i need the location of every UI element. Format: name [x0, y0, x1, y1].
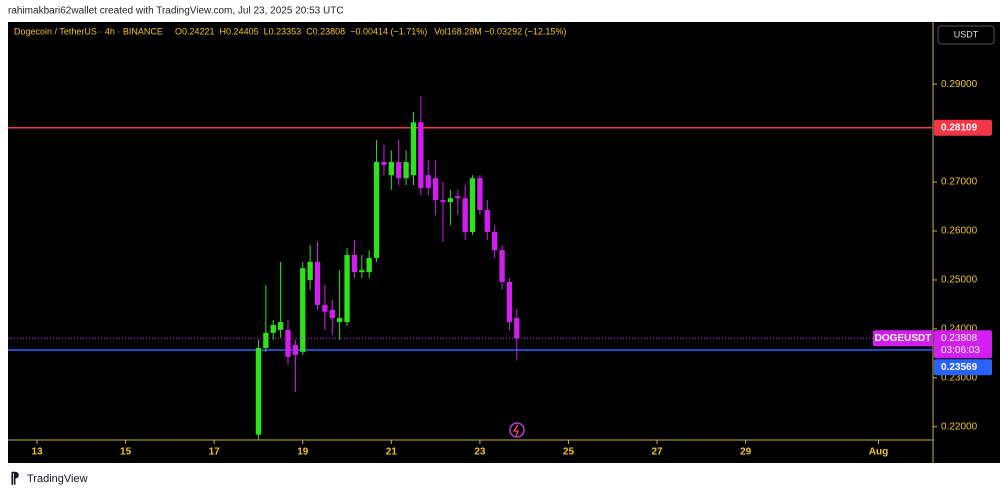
event-icon[interactable]	[509, 422, 525, 438]
candle-body	[388, 161, 394, 176]
level-label-box	[934, 359, 992, 376]
candle-body	[285, 329, 291, 357]
candle-body	[351, 254, 358, 273]
candle-body	[300, 268, 306, 352]
level-label: 0.23569	[941, 362, 978, 373]
candle-body	[396, 161, 402, 179]
y-tick-label: 0.25000	[941, 275, 978, 286]
candle-body	[492, 231, 498, 251]
event-icon-bolt	[512, 424, 519, 437]
y-tick-label: 0.26000	[941, 226, 978, 237]
candle-body	[514, 318, 520, 339]
currency-label[interactable]: USDT	[954, 29, 979, 39]
footer-brand: TradingView	[27, 473, 88, 485]
level-label: 0.28109	[941, 122, 978, 133]
candle-body	[403, 161, 409, 179]
x-tick-label: 13	[31, 447, 43, 458]
candle-body	[455, 196, 461, 199]
candle-body	[270, 324, 276, 333]
x-tick-label: 21	[386, 447, 398, 458]
x-tick-label: 25	[563, 447, 575, 458]
candle-body	[462, 198, 468, 232]
currency-button[interactable]	[937, 25, 995, 45]
candle-body	[484, 209, 490, 232]
candle-body	[366, 257, 372, 273]
candle-body	[359, 270, 365, 273]
x-tick-label: 15	[120, 447, 132, 458]
candle-body	[440, 200, 446, 203]
candle-body	[314, 261, 321, 305]
candle-body	[432, 178, 439, 201]
symbol-label-box	[873, 330, 933, 347]
y-tick-label: 0.24000	[941, 324, 978, 335]
plot-background	[8, 22, 1000, 463]
candle-body	[292, 345, 299, 355]
x-tick-label: 17	[209, 447, 221, 458]
candle-body	[322, 304, 328, 312]
candle-body	[277, 322, 284, 330]
candle-body	[263, 332, 269, 348]
candle-body	[329, 309, 335, 319]
candle-body	[447, 198, 454, 203]
candle-body	[506, 281, 513, 323]
y-tick-label: 0.27000	[941, 177, 978, 188]
logo-mark: ⁋	[10, 470, 20, 487]
symbol-label: DOGEUSDT	[875, 333, 932, 344]
candle-body	[381, 161, 387, 165]
candle-body	[337, 318, 343, 323]
candle-body	[425, 175, 431, 188]
x-tick-label: Aug	[869, 447, 888, 458]
ohlc-value: H0.24405	[220, 26, 259, 36]
candle-body	[410, 122, 417, 176]
x-tick-label: 19	[297, 447, 309, 458]
candle-body	[307, 261, 313, 280]
y-tick-label: 0.22000	[941, 421, 978, 432]
last-price-label: 0.23808	[941, 333, 978, 344]
ohlc-value: O0.24221	[175, 26, 215, 36]
x-tick-label: 29	[740, 447, 752, 458]
countdown-label: 03:06:03	[941, 345, 980, 356]
chart-title: Dogecoin / TetherUS · 4h · BINANCE	[14, 26, 163, 36]
level-label-box	[934, 119, 992, 136]
candle-body	[418, 122, 424, 188]
volume-value: Vol168.28M −0.03292 (−12.15%)	[434, 26, 566, 36]
candle-body	[477, 178, 483, 210]
x-tick-label: 23	[474, 447, 486, 458]
candle-body	[255, 347, 262, 435]
ohlc-value: C0.23808	[306, 26, 345, 36]
candle-body	[469, 178, 476, 232]
candle-body	[373, 161, 380, 258]
ohlc-value: −0.00414 (−1.71%)	[350, 26, 427, 36]
y-tick-label: 0.23000	[941, 372, 978, 383]
y-tick-label: 0.29000	[941, 79, 978, 90]
candle-body	[499, 250, 505, 282]
attribution: rahimakbari62wallet created with Trading…	[8, 6, 344, 17]
ohlc-value: L0.23353	[264, 26, 302, 36]
last-price-box	[934, 330, 992, 359]
candle-body	[344, 254, 350, 323]
x-tick-label: 27	[652, 447, 664, 458]
